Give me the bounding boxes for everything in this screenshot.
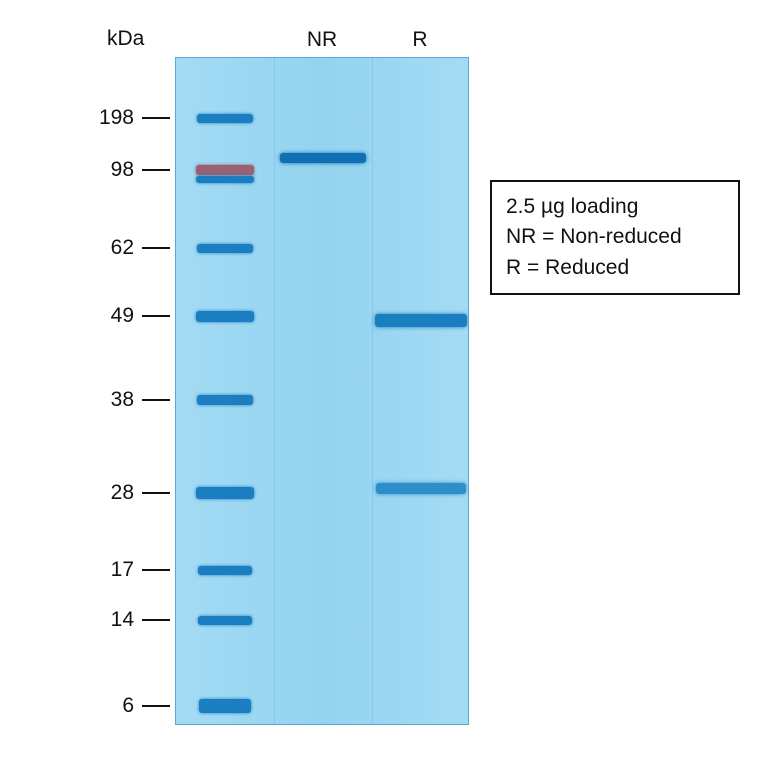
figure-canvas: kDa 2.5 µg loadingNR = Non-reducedR = Re… — [0, 0, 764, 764]
ladder-band-98 — [196, 165, 254, 175]
mw-tick — [142, 117, 170, 119]
mw-tick — [142, 315, 170, 317]
ladder-band-38 — [197, 395, 253, 405]
axis-title-kda: kDa — [107, 27, 144, 51]
ladder-band-49 — [196, 311, 254, 322]
ladder-band-6 — [199, 699, 251, 713]
nr-band-0 — [280, 153, 366, 163]
legend-line: R = Reduced — [506, 253, 724, 283]
ladder-band-14 — [198, 616, 252, 625]
mw-label-14: 14 — [82, 608, 134, 632]
mw-tick — [142, 399, 170, 401]
mw-tick — [142, 619, 170, 621]
gel-image — [175, 57, 469, 725]
lane-separator — [372, 58, 373, 724]
legend-line: 2.5 µg loading — [506, 192, 724, 222]
lane-header-r: R — [371, 28, 469, 52]
legend-line: NR = Non-reduced — [506, 222, 724, 252]
mw-label-49: 49 — [82, 304, 134, 328]
mw-label-198: 198 — [82, 106, 134, 130]
mw-label-62: 62 — [82, 236, 134, 260]
mw-tick — [142, 705, 170, 707]
ladder-band-17 — [198, 566, 252, 575]
mw-tick — [142, 492, 170, 494]
ladder-band-62 — [197, 244, 253, 253]
ladder-band-28 — [196, 487, 254, 499]
lane-header-nr: NR — [273, 28, 371, 52]
mw-label-38: 38 — [82, 388, 134, 412]
ladder-band-198 — [197, 114, 253, 123]
mw-label-98: 98 — [82, 158, 134, 182]
r-band-1 — [376, 483, 466, 494]
lane-separator — [274, 58, 275, 724]
mw-label-17: 17 — [82, 558, 134, 582]
mw-label-6: 6 — [82, 694, 134, 718]
mw-tick — [142, 569, 170, 571]
mw-label-28: 28 — [82, 481, 134, 505]
mw-tick — [142, 169, 170, 171]
ladder-band-98-extra — [196, 176, 254, 183]
r-band-0 — [375, 314, 467, 327]
mw-tick — [142, 247, 170, 249]
legend-box: 2.5 µg loadingNR = Non-reducedR = Reduce… — [490, 180, 740, 295]
